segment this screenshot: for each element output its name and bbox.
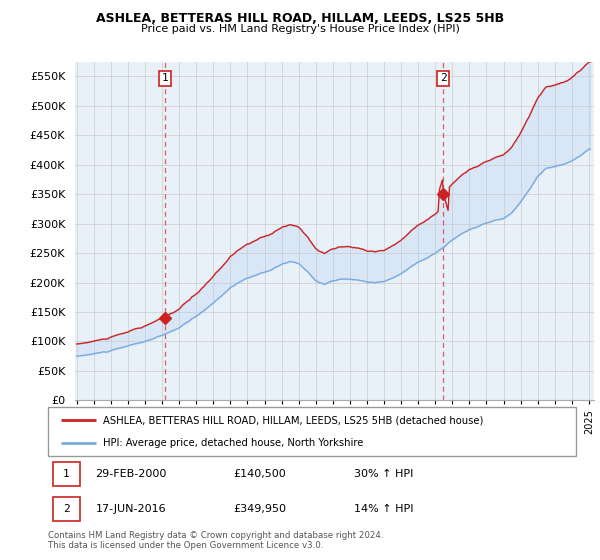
Bar: [53, 497, 80, 521]
Text: £140,500: £140,500: [233, 469, 286, 479]
Text: 1: 1: [63, 469, 70, 479]
Text: ASHLEA, BETTERAS HILL ROAD, HILLAM, LEEDS, LS25 5HB: ASHLEA, BETTERAS HILL ROAD, HILLAM, LEED…: [96, 12, 504, 25]
Bar: [53, 462, 80, 486]
Text: Contains HM Land Registry data © Crown copyright and database right 2024.
This d: Contains HM Land Registry data © Crown c…: [48, 531, 383, 550]
Text: 29-FEB-2000: 29-FEB-2000: [95, 469, 167, 479]
Text: 30% ↑ HPI: 30% ↑ HPI: [354, 469, 413, 479]
Text: 17-JUN-2016: 17-JUN-2016: [95, 504, 166, 514]
Text: 1: 1: [161, 73, 168, 83]
Text: HPI: Average price, detached house, North Yorkshire: HPI: Average price, detached house, Nort…: [103, 438, 364, 448]
Text: £349,950: £349,950: [233, 504, 286, 514]
Text: 14% ↑ HPI: 14% ↑ HPI: [354, 504, 414, 514]
Text: Price paid vs. HM Land Registry's House Price Index (HPI): Price paid vs. HM Land Registry's House …: [140, 24, 460, 34]
Text: ASHLEA, BETTERAS HILL ROAD, HILLAM, LEEDS, LS25 5HB (detached house): ASHLEA, BETTERAS HILL ROAD, HILLAM, LEED…: [103, 416, 484, 426]
Text: 2: 2: [63, 504, 70, 514]
Text: 2: 2: [440, 73, 446, 83]
